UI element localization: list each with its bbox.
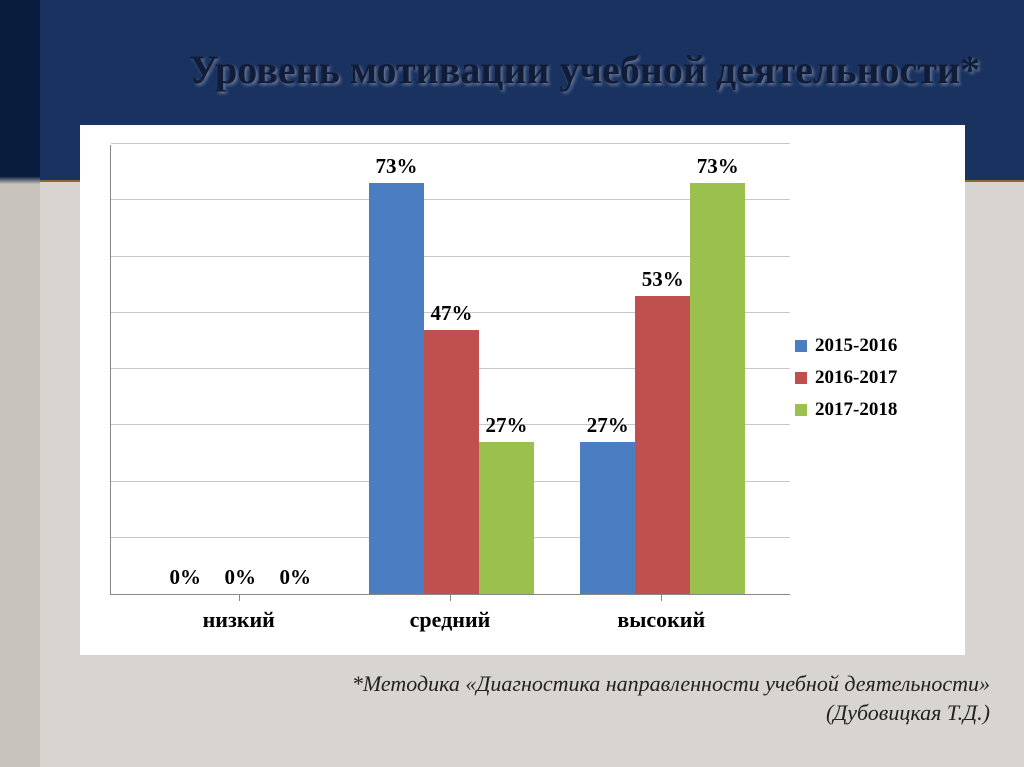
category-label: средний xyxy=(348,607,553,633)
bar-value-label: 0% xyxy=(155,565,215,590)
legend-swatch xyxy=(795,404,807,416)
bar xyxy=(690,183,745,594)
legend-swatch xyxy=(795,372,807,384)
bar-value-label: 73% xyxy=(688,154,748,179)
bar xyxy=(479,442,534,594)
footnote: *Методика «Диагностика направленности уч… xyxy=(110,670,990,727)
bar-value-label: 47% xyxy=(422,301,482,326)
bar-value-label: 27% xyxy=(578,413,638,438)
footnote-line1: *Методика «Диагностика направленности уч… xyxy=(352,671,990,696)
x-tick xyxy=(239,595,240,601)
gridline xyxy=(111,143,790,144)
legend-label: 2016-2017 xyxy=(815,367,897,389)
bar-value-label: 0% xyxy=(265,565,325,590)
bar-value-label: 27% xyxy=(477,413,537,438)
legend-item: 2016-2017 xyxy=(795,367,945,389)
slide: Уровень мотивации учебной деятельности* … xyxy=(0,0,1024,767)
left-gradient-decor xyxy=(0,0,40,767)
bar-value-label: 53% xyxy=(633,267,693,292)
category-label: высокий xyxy=(559,607,764,633)
legend-item: 2015-2016 xyxy=(795,335,945,357)
legend-label: 2015-2016 xyxy=(815,335,897,357)
x-tick xyxy=(661,595,662,601)
bar xyxy=(369,183,424,594)
bar xyxy=(580,442,635,594)
footnote-line2: (Дубовицкая Т.Д.) xyxy=(826,700,990,725)
legend-swatch xyxy=(795,340,807,352)
bar-group: 0%0%0% xyxy=(157,145,322,594)
legend-label: 2017-2018 xyxy=(815,399,897,421)
bar-group: 27% 53% 73% xyxy=(580,145,745,594)
legend: 2015-2016 2016-2017 2017-2018 xyxy=(795,335,945,431)
bar-value-label: 73% xyxy=(367,154,427,179)
plot-area: 0%0%0%73%47%27%27%53%73% xyxy=(110,145,790,595)
x-tick xyxy=(450,595,451,601)
category-label: низкий xyxy=(136,607,341,633)
legend-item: 2017-2018 xyxy=(795,399,945,421)
bar-value-label: 0% xyxy=(210,565,270,590)
bar xyxy=(635,296,690,594)
slide-title: Уровень мотивации учебной деятельности* xyxy=(100,48,980,92)
bar-group: 73% 47% 27% xyxy=(369,145,534,594)
bar xyxy=(424,330,479,594)
chart-container: 0%0%0%73%47%27%27%53%73% 2015-20162016-2… xyxy=(80,125,965,655)
